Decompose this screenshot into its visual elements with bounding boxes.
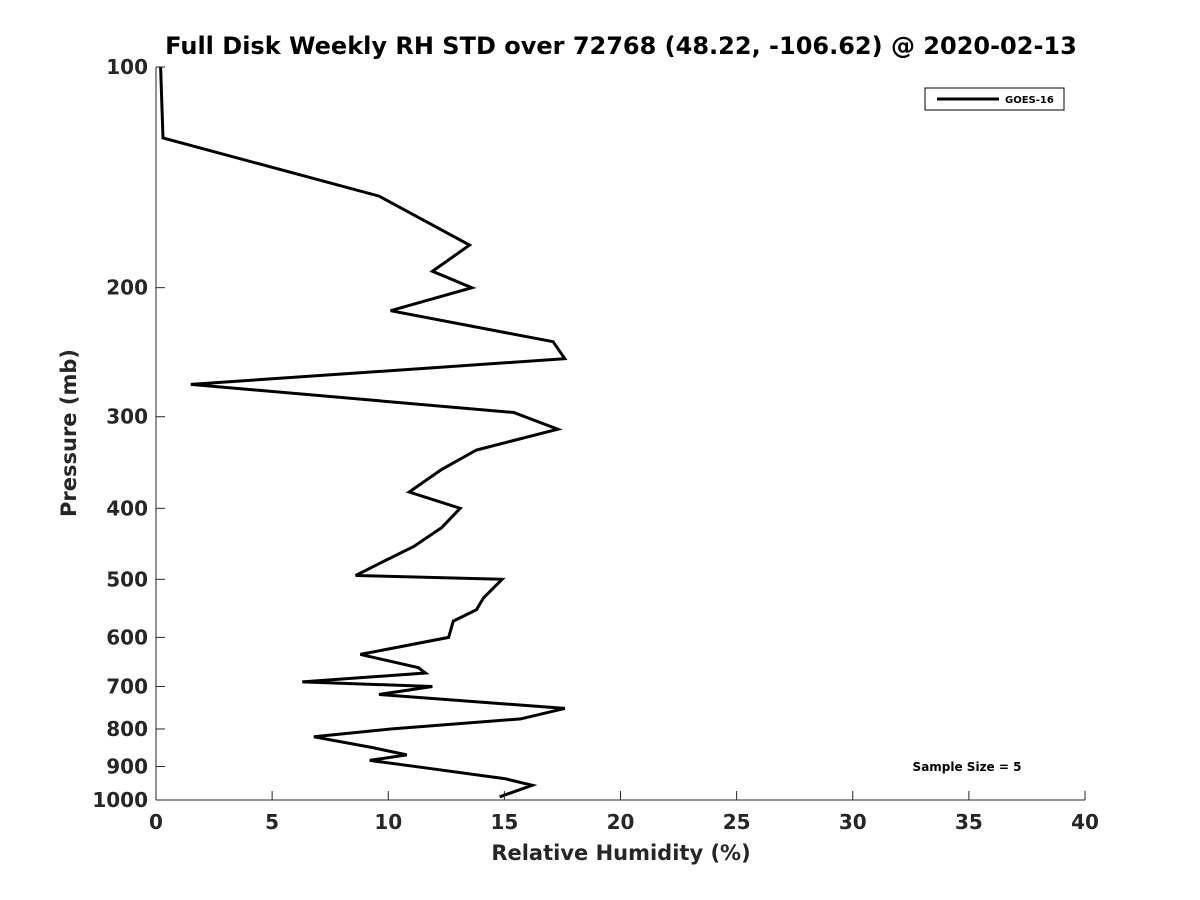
legend-label-goes16: GOES-16 (1005, 95, 1054, 106)
y-tick-label: 300 (106, 405, 148, 429)
y-tick-label: 100 (106, 55, 148, 79)
y-tick-label: 900 (106, 754, 148, 778)
y-tick-label: 200 (106, 276, 148, 300)
x-axis: 0 5 10 15 20 25 30 35 40 (149, 791, 1099, 834)
x-tick-label: 20 (607, 810, 635, 834)
chart-title: Full Disk Weekly RH STD over 72768 (48.2… (165, 32, 1077, 60)
y-tick-label: 700 (106, 674, 148, 698)
legend: GOES-16 (924, 87, 1065, 111)
y-tick-label: 400 (106, 496, 148, 520)
y-tick-label: 800 (106, 717, 148, 741)
y-tick-label: 500 (106, 567, 148, 591)
x-tick-label: 40 (1071, 810, 1099, 834)
x-tick-label: 0 (149, 810, 163, 834)
sample-size-annotation: Sample Size = 5 (913, 760, 1022, 774)
y-axis: 100 200 300 400 500 600 700 800 900 1000 (92, 55, 165, 812)
x-axis-label: Relative Humidity (%) (491, 841, 750, 865)
x-tick-label: 30 (839, 810, 867, 834)
x-tick-label: 10 (374, 810, 402, 834)
series-line-goes-16 (159, 66, 568, 799)
y-tick-label: 600 (106, 625, 148, 649)
plot-area (159, 66, 568, 799)
x-tick-label: 35 (955, 810, 983, 834)
y-tick-label: 1000 (92, 788, 148, 812)
x-tick-label: 5 (265, 810, 279, 834)
y-axis-label: Pressure (mb) (57, 349, 81, 517)
x-tick-label: 15 (490, 810, 518, 834)
x-tick-label: 25 (723, 810, 751, 834)
